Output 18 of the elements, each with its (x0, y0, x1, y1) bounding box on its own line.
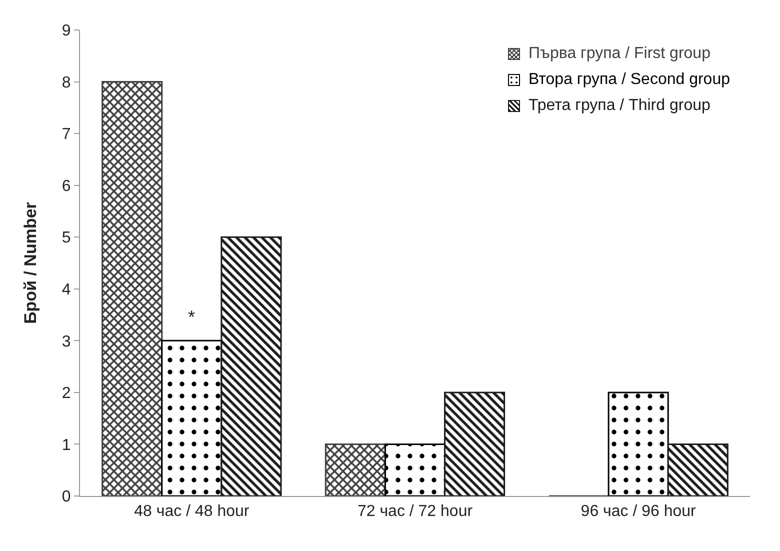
y-tick-label: 0 (62, 488, 71, 506)
y-tick-label: 2 (62, 385, 71, 402)
x-tick-label: 72 час / 72 hour (357, 503, 474, 520)
legend-label: Трета група / Third group (528, 97, 710, 115)
annotation: * (188, 307, 196, 327)
y-axis-title: Брой / Number (21, 202, 40, 324)
y-tick-label: 8 (62, 74, 71, 92)
y-tick-label: 9 (62, 22, 71, 40)
x-tick-label: 48 час / 48 hour (134, 503, 250, 520)
y-tick-label: 4 (62, 281, 71, 298)
y-tick-label: 7 (62, 126, 71, 144)
legend-label: Първа група / First group (528, 45, 710, 63)
x-tick-label: 96 час / 96 hour (580, 503, 697, 520)
legend-label: Втора група / Second group (528, 71, 730, 89)
y-tick-label: 5 (62, 230, 71, 247)
y-tick-label: 3 (62, 333, 71, 350)
y-tick-label: 6 (62, 178, 71, 195)
y-tick-label: 1 (62, 436, 71, 454)
